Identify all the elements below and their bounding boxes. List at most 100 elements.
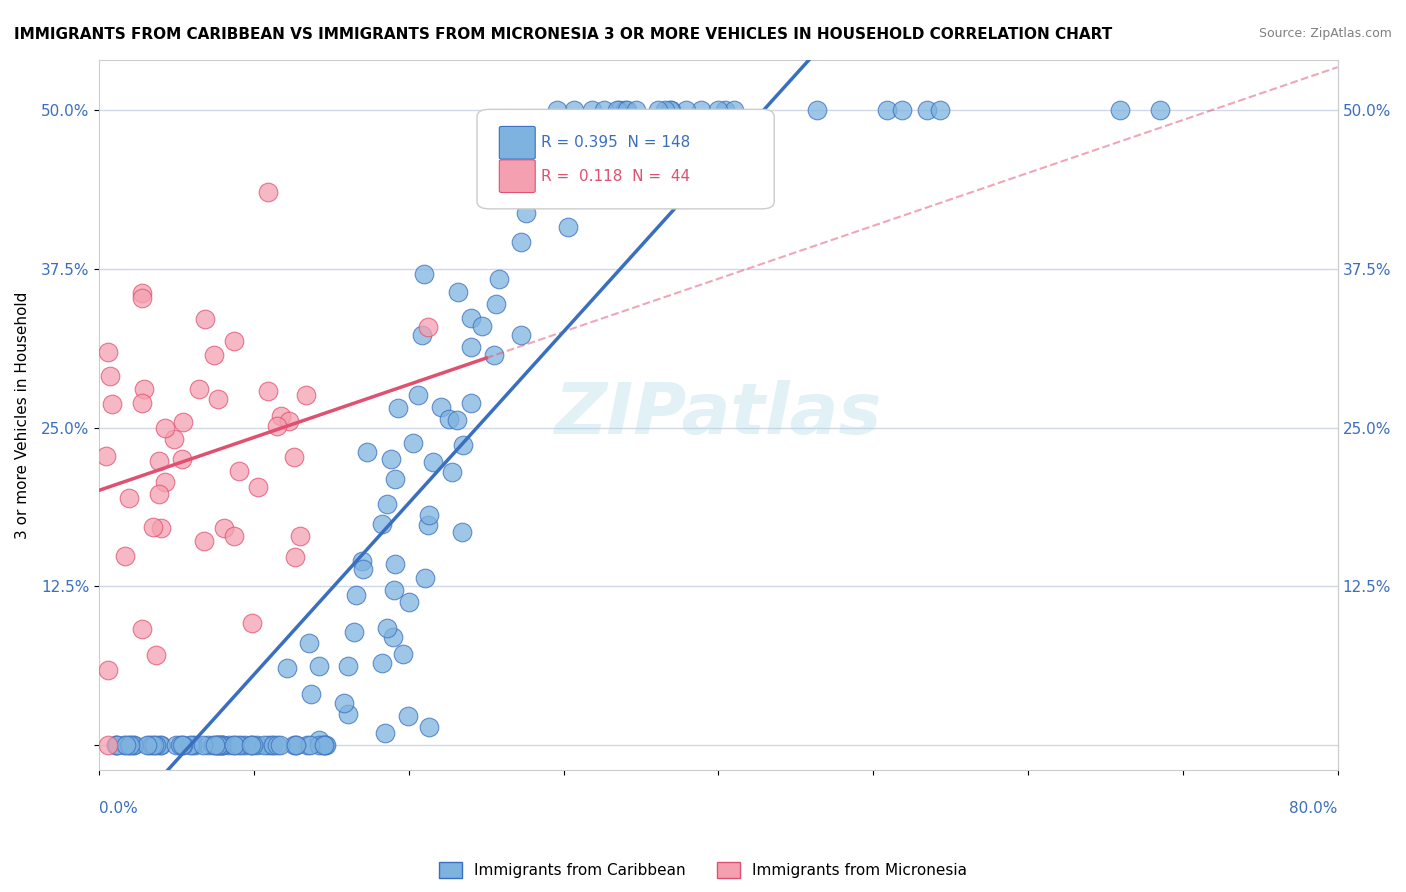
Point	[222, 529, 245, 543]
Point	[257, 185, 280, 199]
Point	[153, 421, 176, 435]
Point	[564, 103, 586, 118]
Point	[97, 344, 120, 359]
Point	[371, 656, 394, 670]
Legend: Immigrants from Caribbean, Immigrants from Micronesia: Immigrants from Caribbean, Immigrants fr…	[433, 856, 973, 884]
Point	[460, 340, 482, 354]
Point	[132, 382, 155, 396]
Point	[211, 738, 233, 752]
Point	[131, 396, 153, 410]
Point	[714, 103, 737, 118]
Point	[515, 205, 537, 219]
Point	[193, 738, 215, 752]
Point	[145, 738, 167, 752]
Point	[387, 401, 409, 416]
Point	[446, 413, 468, 427]
Point	[616, 103, 638, 118]
Point	[658, 103, 681, 118]
Point	[260, 738, 283, 752]
Point	[97, 663, 120, 677]
Point	[270, 409, 292, 424]
Point	[285, 738, 308, 752]
Point	[890, 103, 912, 118]
Point	[172, 738, 194, 752]
Point	[675, 103, 697, 118]
Point	[197, 738, 219, 752]
Point	[519, 124, 541, 138]
Point	[382, 582, 405, 597]
Point	[581, 103, 603, 118]
Point	[610, 161, 633, 175]
Point	[659, 103, 682, 118]
Point	[284, 550, 307, 565]
Point	[371, 516, 394, 531]
Point	[165, 738, 187, 752]
Point	[256, 384, 278, 399]
Point	[299, 687, 322, 701]
Point	[336, 658, 359, 673]
Point	[193, 533, 215, 548]
Point	[172, 415, 194, 429]
Point	[606, 103, 628, 118]
Point	[654, 103, 676, 118]
Point	[276, 661, 298, 675]
Point	[242, 615, 264, 630]
Point	[202, 738, 225, 752]
Point	[647, 103, 669, 118]
Point	[471, 319, 494, 334]
Point	[283, 738, 305, 752]
Point	[308, 732, 330, 747]
Y-axis label: 3 or more Vehicles in Household: 3 or more Vehicles in Household	[15, 292, 30, 539]
Point	[194, 311, 217, 326]
Point	[374, 726, 396, 740]
Point	[122, 738, 145, 752]
Point	[384, 557, 406, 571]
Point	[690, 103, 713, 118]
Point	[356, 445, 378, 459]
Point	[384, 472, 406, 486]
Point	[510, 235, 533, 249]
Point	[278, 414, 301, 428]
Point	[295, 388, 318, 402]
Point	[336, 707, 359, 722]
Point	[209, 738, 232, 752]
Point	[295, 738, 318, 752]
Point	[381, 630, 404, 644]
Point	[375, 621, 398, 635]
Point	[418, 719, 440, 733]
Point	[447, 285, 470, 299]
Point	[557, 219, 579, 234]
Point	[574, 145, 596, 160]
Point	[352, 562, 374, 576]
Text: 80.0%: 80.0%	[1289, 801, 1337, 816]
Point	[917, 103, 939, 118]
Text: ZIPatlas: ZIPatlas	[555, 381, 882, 450]
Point	[207, 738, 229, 752]
Point	[214, 521, 236, 535]
Point	[418, 508, 440, 522]
Point	[430, 400, 453, 414]
Point	[145, 648, 167, 662]
Point	[593, 103, 616, 118]
Point	[242, 738, 264, 752]
Point	[450, 525, 472, 540]
FancyBboxPatch shape	[499, 160, 536, 193]
Point	[257, 738, 280, 752]
Point	[398, 595, 420, 609]
Point	[929, 103, 952, 118]
Point	[179, 738, 201, 752]
Point	[308, 738, 330, 752]
Point	[1149, 103, 1171, 118]
Point	[288, 529, 311, 543]
Point	[380, 452, 402, 467]
Point	[211, 738, 233, 752]
Point	[314, 738, 336, 752]
Point	[153, 475, 176, 489]
Point	[392, 648, 415, 662]
Point	[396, 709, 419, 723]
Point	[98, 368, 121, 383]
Point	[485, 296, 508, 310]
Point	[115, 738, 138, 752]
Point	[170, 738, 193, 752]
Point	[141, 738, 163, 752]
